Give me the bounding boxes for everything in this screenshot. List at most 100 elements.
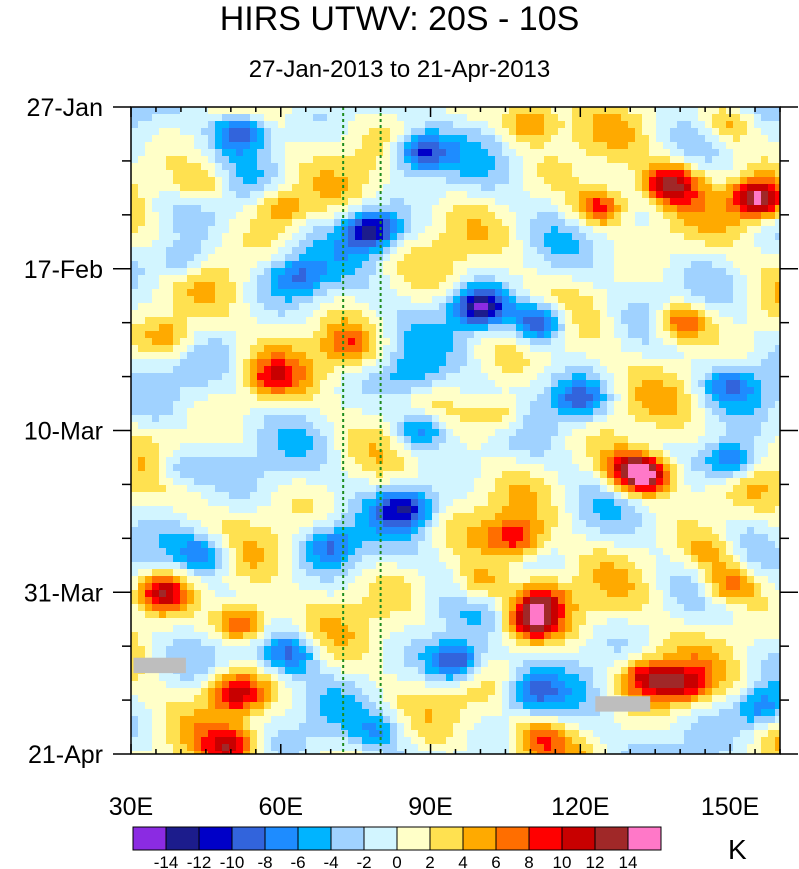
field-cell [292,611,300,619]
field-cell [138,534,146,542]
field-cell [425,415,433,423]
field-cell [502,443,510,451]
field-cell [159,737,167,745]
field-cell [404,478,412,486]
field-cell [229,744,237,752]
field-cell [411,520,419,528]
field-cell [229,737,237,745]
field-cell [327,338,335,346]
field-cell [187,667,195,675]
field-cell [138,688,146,696]
field-cell [425,478,433,486]
field-cell [194,380,202,388]
field-cell [229,303,237,311]
field-cell [229,730,237,738]
field-cell [320,408,328,416]
field-cell [390,632,398,640]
field-cell [320,723,328,731]
field-cell [348,478,356,486]
field-cell [131,723,139,731]
field-cell [166,744,174,752]
field-cell [383,317,391,325]
field-cell [292,534,300,542]
field-cell [460,310,468,318]
field-cell [439,121,447,129]
field-cell [320,401,328,409]
field-cell [271,429,279,437]
field-cell [278,345,286,353]
field-cell [383,394,391,402]
field-cell [495,240,503,248]
field-cell [250,492,258,500]
field-cell [341,464,349,472]
field-cell [173,506,181,514]
field-cell [138,338,146,346]
field-cell [243,198,251,206]
field-cell [327,268,335,276]
field-cell [180,345,188,353]
field-cell [488,233,496,241]
field-cell [243,380,251,388]
field-cell [264,163,272,171]
field-cell [236,121,244,129]
field-cell [271,513,279,521]
field-cell [355,660,363,668]
field-cell [418,282,426,290]
field-cell [278,667,286,675]
field-cell [131,471,139,479]
field-cell [159,373,167,381]
field-cell [201,317,209,325]
field-cell [418,457,426,465]
field-cell [257,177,265,185]
field-cell [236,163,244,171]
field-cell [390,604,398,612]
field-cell [166,492,174,500]
chart-subtitle: 27-Jan-2013 to 21-Apr-2013 [248,56,551,83]
field-cell [257,422,265,430]
field-cell [271,226,279,234]
field-cell [376,660,384,668]
field-cell [187,324,195,332]
field-cell [180,471,188,479]
field-cell [313,730,321,738]
field-cell [327,177,335,185]
field-cell [278,324,286,332]
field-cell [271,324,279,332]
field-cell [299,688,307,696]
field-cell [327,744,335,752]
field-cell [376,198,384,206]
field-cell [376,114,384,122]
field-cell [390,366,398,374]
field-cell [425,107,433,115]
field-cell [159,632,167,640]
field-cell [194,485,202,493]
field-cell [264,226,272,234]
field-cell [313,212,321,220]
field-cell [418,226,426,234]
field-cell [306,716,314,724]
field-cell [215,709,223,717]
field-cell [439,177,447,185]
field-cell [250,296,258,304]
field-cell [264,198,272,206]
field-cell [481,198,489,206]
field-cell [362,198,370,206]
field-cell [474,618,482,626]
field-cell [404,352,412,360]
field-cell [201,345,209,353]
field-cell [348,443,356,451]
field-cell [187,296,195,304]
field-cell [495,730,503,738]
field-cell [173,625,181,633]
field-cell [236,366,244,374]
field-cell [194,233,202,241]
field-cell [285,744,293,752]
field-cell [390,436,398,444]
field-cell [383,170,391,178]
field-cell [194,366,202,374]
field-cell [334,646,342,654]
field-cell [138,555,146,563]
field-cell [285,149,293,157]
field-cell [166,303,174,311]
field-cell [215,366,223,374]
